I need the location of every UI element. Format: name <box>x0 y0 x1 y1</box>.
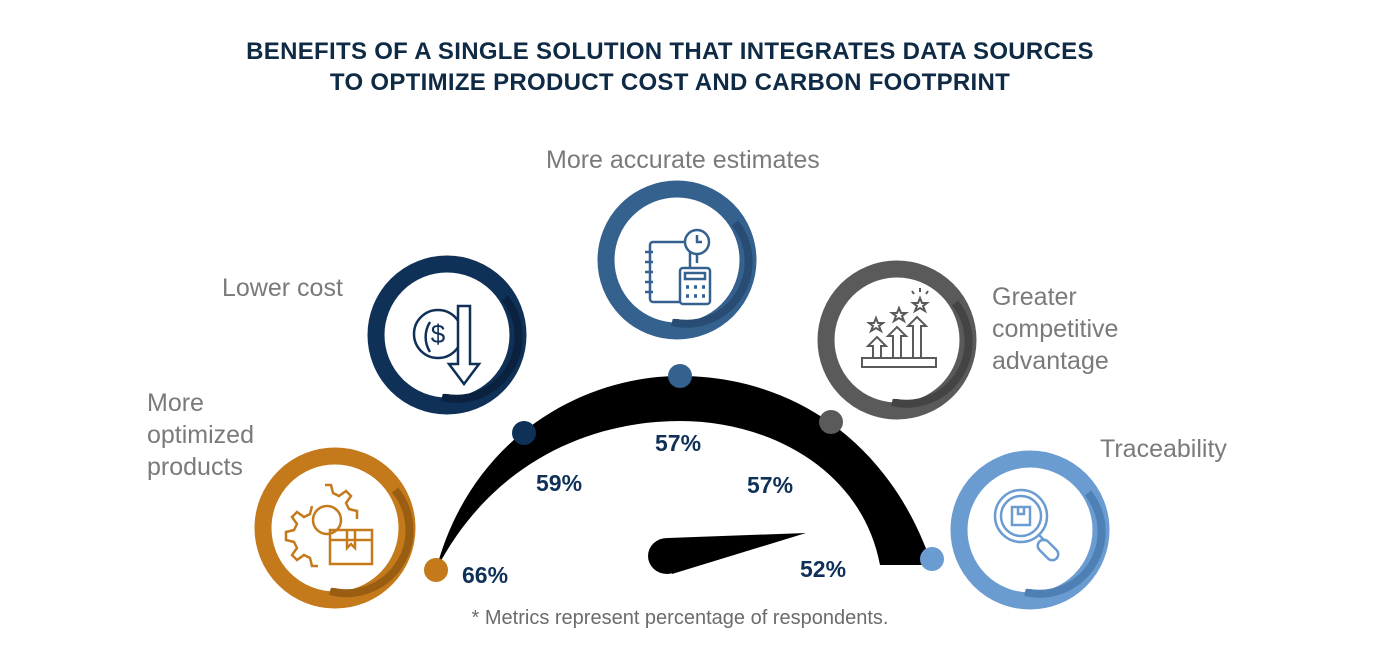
svg-text:$: $ <box>431 319 446 349</box>
stars-arrows-icon <box>861 288 937 368</box>
value-traceability: 52% <box>800 556 847 582</box>
dollar-down-icon: $ <box>412 304 482 387</box>
ring-cost <box>367 255 527 415</box>
gauge-arc <box>436 376 932 570</box>
value-accurate-estimates: 57% <box>655 430 702 456</box>
label-line: products <box>147 453 243 481</box>
label-more-optimized-products: More optimized products <box>147 387 254 483</box>
ring-competitive <box>817 260 977 420</box>
marker-dot-traceability <box>920 547 944 571</box>
notebook-calculator-clock-icon <box>645 228 712 306</box>
marker-dot-optimized <box>424 558 448 582</box>
gear-box-icon <box>284 483 374 568</box>
title-line-1: BENEFITS OF A SINGLE SOLUTION THAT INTEG… <box>246 38 1094 65</box>
label-more-accurate-estimates: More accurate estimates <box>546 146 820 174</box>
value-optimized-products: 66% <box>462 562 509 588</box>
gauge-needle <box>648 533 806 574</box>
ring-optimized <box>254 447 416 609</box>
label-line: competitive <box>992 315 1119 343</box>
label-traceability: Traceability <box>1100 435 1227 463</box>
label-line: advantage <box>992 347 1109 375</box>
marker-dot-competitive <box>819 410 843 434</box>
label-lower-cost: Lower cost <box>222 274 343 302</box>
ring-estimates <box>597 180 757 340</box>
title-line-2: TO OPTIMIZE PRODUCT COST AND CARBON FOOT… <box>329 69 1011 96</box>
value-competitive-advantage: 57% <box>747 472 794 498</box>
ring-traceability <box>950 450 1110 610</box>
label-competitive-advantage: Greater competitive advantage <box>992 281 1118 377</box>
label-line: More <box>147 389 204 417</box>
marker-dot-estimates <box>668 364 692 388</box>
value-lower-cost: 59% <box>536 470 583 496</box>
magnifier-box-icon <box>993 488 1060 562</box>
label-line: Greater <box>992 283 1077 311</box>
label-line: optimized <box>147 421 254 449</box>
footnote: * Metrics represent percentage of respon… <box>471 607 889 629</box>
marker-dot-cost <box>512 421 536 445</box>
